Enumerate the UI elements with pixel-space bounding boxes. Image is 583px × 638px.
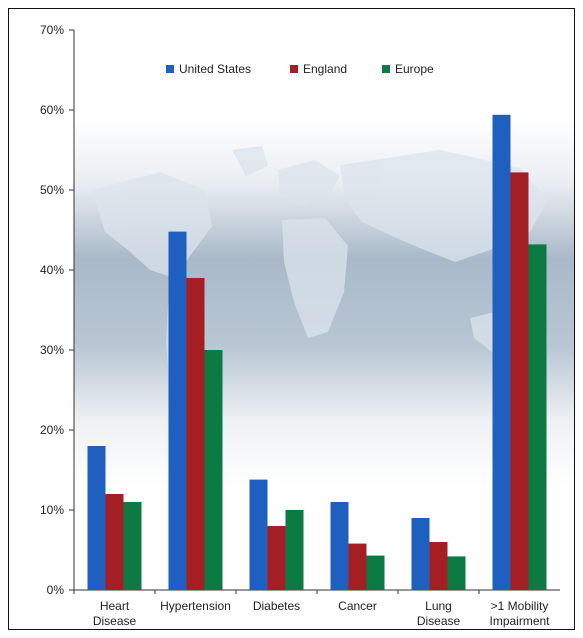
bar-england-4 (429, 542, 448, 590)
y-tick-label: 10% (40, 503, 64, 517)
bar-europe-1 (204, 350, 223, 590)
bar-england-5 (510, 172, 529, 590)
bar-europe-4 (447, 556, 466, 590)
bar-europe-2 (285, 510, 304, 590)
x-category-label: Lung (425, 599, 452, 613)
bar-england-0 (105, 494, 124, 590)
legend-swatch-europe (382, 65, 390, 73)
bar-england-1 (186, 278, 205, 590)
bar-united-states-0 (87, 446, 106, 590)
bar-europe-5 (528, 244, 547, 590)
bar-united-states-5 (492, 114, 511, 591)
y-tick-label: 60% (40, 103, 64, 117)
legend-label-england: England (303, 62, 347, 76)
y-tick-label: 50% (40, 183, 64, 197)
x-category-label: Disease (93, 614, 137, 628)
legend-swatch-united-states (166, 65, 174, 73)
bar-england-3 (348, 543, 367, 590)
y-tick-label: 20% (40, 423, 64, 437)
bar-united-states-2 (249, 479, 268, 590)
legend-label-europe: Europe (395, 62, 434, 76)
x-category-label: Hypertension (160, 599, 231, 613)
bar-united-states-4 (411, 518, 430, 590)
legend-swatch-england (290, 65, 298, 73)
x-category-label: >1 Mobility (491, 599, 549, 613)
y-tick-label: 0% (47, 583, 65, 597)
bar-england-2 (267, 526, 286, 590)
bar-united-states-3 (330, 502, 349, 590)
bar-europe-3 (366, 555, 385, 590)
y-tick-label: 30% (40, 343, 64, 357)
x-category-label: Impairment (489, 614, 550, 628)
x-category-label: Disease (417, 614, 461, 628)
x-category-label: Heart (100, 599, 130, 613)
x-category-label: Cancer (338, 599, 377, 613)
y-tick-label: 40% (40, 263, 64, 277)
legend-label-united-states: United States (179, 62, 251, 76)
world-map-background (74, 118, 574, 488)
y-tick-label: 70% (40, 23, 64, 37)
bar-united-states-1 (168, 231, 187, 590)
bar-europe-0 (123, 502, 142, 590)
x-category-label: Diabetes (253, 599, 300, 613)
